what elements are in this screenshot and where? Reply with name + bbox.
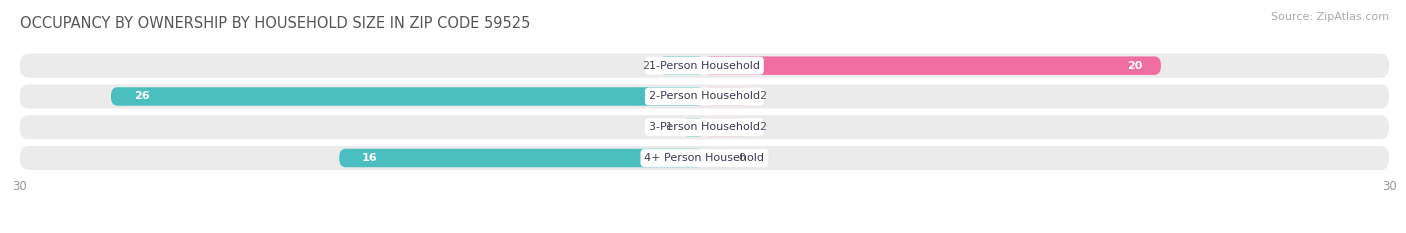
- FancyBboxPatch shape: [20, 54, 1389, 78]
- Text: 16: 16: [363, 153, 378, 163]
- FancyBboxPatch shape: [704, 87, 749, 106]
- Text: OCCUPANCY BY OWNERSHIP BY HOUSEHOLD SIZE IN ZIP CODE 59525: OCCUPANCY BY OWNERSHIP BY HOUSEHOLD SIZE…: [20, 16, 530, 31]
- Text: 20: 20: [1128, 61, 1143, 71]
- FancyBboxPatch shape: [659, 56, 704, 75]
- FancyBboxPatch shape: [111, 87, 704, 106]
- Text: 2: 2: [643, 61, 650, 71]
- Text: 2: 2: [759, 92, 766, 101]
- Text: 4+ Person Household: 4+ Person Household: [644, 153, 765, 163]
- Text: 1-Person Household: 1-Person Household: [650, 61, 759, 71]
- FancyBboxPatch shape: [20, 84, 1389, 108]
- Text: 0: 0: [738, 153, 745, 163]
- Text: 1: 1: [665, 122, 672, 132]
- Text: 3-Person Household: 3-Person Household: [650, 122, 759, 132]
- FancyBboxPatch shape: [704, 149, 731, 167]
- Text: 26: 26: [134, 92, 149, 101]
- FancyBboxPatch shape: [339, 149, 704, 167]
- Text: 2: 2: [759, 122, 766, 132]
- FancyBboxPatch shape: [704, 118, 749, 137]
- FancyBboxPatch shape: [682, 118, 704, 137]
- FancyBboxPatch shape: [704, 56, 1161, 75]
- FancyBboxPatch shape: [20, 146, 1389, 170]
- FancyBboxPatch shape: [20, 115, 1389, 139]
- Text: 2-Person Household: 2-Person Household: [648, 92, 761, 101]
- Text: Source: ZipAtlas.com: Source: ZipAtlas.com: [1271, 12, 1389, 22]
